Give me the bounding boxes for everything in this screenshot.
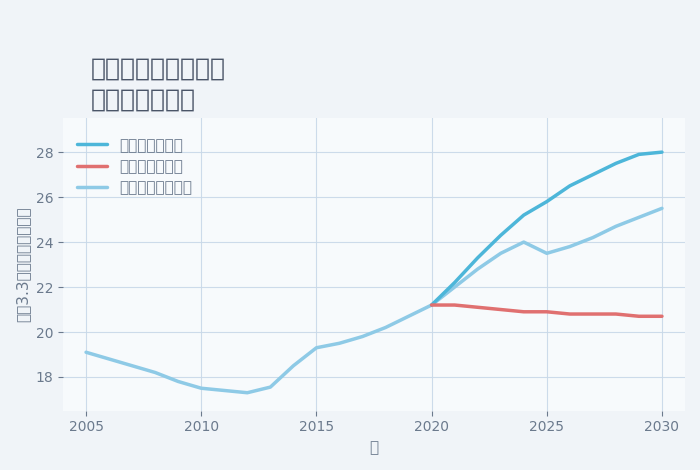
グッドシナリオ xyxy=(450,280,459,285)
ノーマルシナリオ xyxy=(82,349,90,355)
ノーマルシナリオ xyxy=(428,302,436,308)
グッドシナリオ xyxy=(612,161,620,166)
ノーマルシナリオ xyxy=(473,266,482,272)
Text: 愛知県一宮市笹野の
土地の価格推移: 愛知県一宮市笹野の 土地の価格推移 xyxy=(91,56,226,112)
ノーマルシナリオ xyxy=(105,356,113,362)
ノーマルシナリオ xyxy=(266,384,274,390)
グッドシナリオ xyxy=(428,302,436,308)
Legend: グッドシナリオ, バッドシナリオ, ノーマルシナリオ: グッドシナリオ, バッドシナリオ, ノーマルシナリオ xyxy=(71,132,199,201)
バッドシナリオ xyxy=(473,305,482,310)
ノーマルシナリオ xyxy=(612,224,620,229)
ノーマルシナリオ xyxy=(658,205,666,211)
グッドシナリオ xyxy=(658,149,666,155)
ノーマルシナリオ xyxy=(542,251,551,256)
ノーマルシナリオ xyxy=(358,334,367,339)
ノーマルシナリオ xyxy=(405,313,413,319)
Y-axis label: 坪（3.3㎡）単価（万円）: 坪（3.3㎡）単価（万円） xyxy=(15,207,30,322)
ノーマルシナリオ xyxy=(151,370,160,376)
バッドシナリオ xyxy=(589,311,597,317)
グッドシナリオ xyxy=(496,233,505,238)
Line: バッドシナリオ: バッドシナリオ xyxy=(432,305,662,316)
ノーマルシナリオ xyxy=(197,385,205,391)
ノーマルシナリオ xyxy=(174,379,183,384)
グッドシナリオ xyxy=(589,172,597,178)
グッドシナリオ xyxy=(566,183,574,188)
ノーマルシナリオ xyxy=(382,325,390,330)
Line: グッドシナリオ: グッドシナリオ xyxy=(432,152,662,305)
Line: ノーマルシナリオ: ノーマルシナリオ xyxy=(86,208,662,393)
バッドシナリオ xyxy=(450,302,459,308)
グッドシナリオ xyxy=(519,212,528,218)
ノーマルシナリオ xyxy=(519,239,528,245)
ノーマルシナリオ xyxy=(566,244,574,250)
バッドシナリオ xyxy=(566,311,574,317)
バッドシナリオ xyxy=(428,302,436,308)
ノーマルシナリオ xyxy=(589,235,597,240)
バッドシナリオ xyxy=(612,311,620,317)
バッドシナリオ xyxy=(496,307,505,313)
バッドシナリオ xyxy=(519,309,528,314)
バッドシナリオ xyxy=(542,309,551,314)
グッドシナリオ xyxy=(635,151,643,157)
X-axis label: 年: 年 xyxy=(370,440,379,455)
バッドシナリオ xyxy=(658,313,666,319)
ノーマルシナリオ xyxy=(289,363,298,368)
ノーマルシナリオ xyxy=(243,390,251,396)
バッドシナリオ xyxy=(635,313,643,319)
ノーマルシナリオ xyxy=(128,363,136,368)
ノーマルシナリオ xyxy=(335,340,344,346)
ノーマルシナリオ xyxy=(312,345,321,351)
ノーマルシナリオ xyxy=(635,214,643,220)
グッドシナリオ xyxy=(473,255,482,261)
ノーマルシナリオ xyxy=(220,388,228,393)
ノーマルシナリオ xyxy=(496,251,505,256)
グッドシナリオ xyxy=(542,199,551,204)
ノーマルシナリオ xyxy=(450,284,459,290)
